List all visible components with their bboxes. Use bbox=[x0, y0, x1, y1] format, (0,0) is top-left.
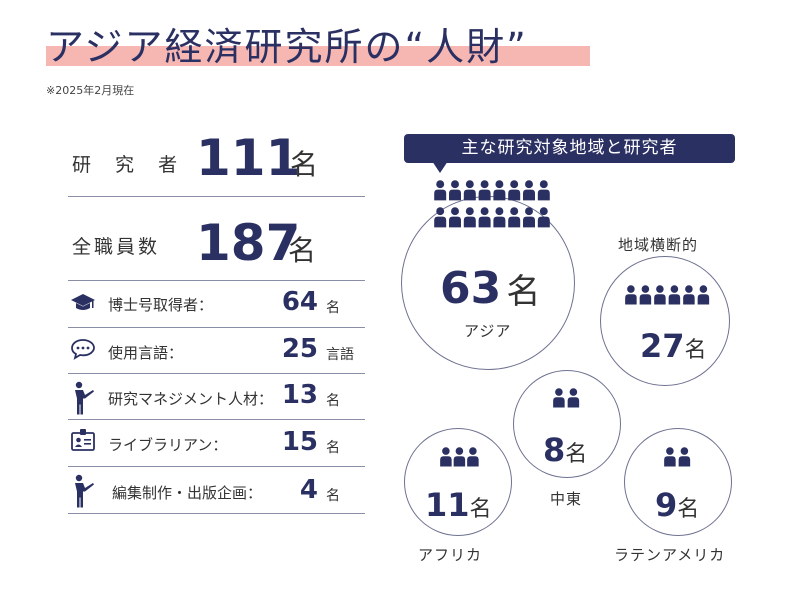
asia-figure: 63 名 bbox=[440, 264, 540, 313]
person-icon bbox=[654, 285, 666, 305]
person-icon bbox=[467, 447, 479, 467]
person-icon bbox=[453, 447, 466, 467]
librarian-count: 15 bbox=[281, 427, 318, 457]
person-icon bbox=[668, 285, 681, 305]
person-icon bbox=[567, 388, 580, 408]
person-icon bbox=[449, 207, 461, 228]
phd-count: 64 bbox=[281, 287, 318, 317]
middle-east-unit: 名 bbox=[565, 442, 588, 467]
person-icon bbox=[463, 207, 476, 228]
presenter-icon bbox=[72, 381, 96, 415]
middle-east-count: 8 bbox=[543, 431, 566, 469]
languages-label: 使用言語： bbox=[108, 344, 184, 362]
divider bbox=[68, 419, 365, 420]
person-icon bbox=[493, 207, 506, 228]
latin-america-circle bbox=[624, 428, 732, 536]
graduation-cap-icon bbox=[70, 292, 96, 312]
researchers-unit: 名 bbox=[290, 148, 319, 181]
person-icon bbox=[449, 180, 461, 201]
middle-east-figure: 8名 bbox=[543, 434, 587, 468]
divider bbox=[68, 327, 365, 328]
cross-circle bbox=[600, 256, 730, 386]
editorial-unit: 名 bbox=[326, 488, 340, 504]
latin-america-label: ラテンアメリカ bbox=[614, 546, 726, 564]
asia-count: 63 bbox=[440, 263, 502, 314]
management-count: 13 bbox=[281, 380, 318, 410]
people-icons-latin-america bbox=[663, 447, 695, 477]
date-note: ※2025年2月現在 bbox=[46, 84, 135, 97]
asia-label: アジア bbox=[464, 322, 512, 340]
africa-label: アフリカ bbox=[418, 546, 483, 564]
languages-unit: 言語 bbox=[326, 347, 354, 363]
employees-count: 187 bbox=[196, 214, 301, 272]
latin-america-count: 9 bbox=[655, 486, 678, 524]
person-icon bbox=[664, 447, 676, 467]
employees-unit: 名 bbox=[288, 234, 317, 267]
person-icon bbox=[523, 207, 535, 228]
banner-pointer bbox=[432, 161, 448, 173]
middle-east-circle bbox=[513, 370, 621, 478]
cross-label: 地域横断的 bbox=[618, 236, 699, 254]
divider bbox=[68, 513, 365, 514]
africa-count: 11 bbox=[425, 486, 470, 524]
person-icon bbox=[508, 207, 521, 228]
person-icon bbox=[553, 388, 565, 408]
person-icon bbox=[434, 207, 447, 228]
divider bbox=[68, 280, 365, 281]
editorial-label: 編集制作・出版企画： bbox=[112, 484, 263, 502]
africa-unit: 名 bbox=[469, 497, 492, 522]
people-icons-middle-east bbox=[552, 388, 584, 418]
asia-unit: 名 bbox=[506, 272, 541, 312]
speech-bubble-icon bbox=[70, 338, 96, 360]
cross-unit: 名 bbox=[684, 338, 707, 363]
regions-banner: 主な研究対象地域と研究者 bbox=[404, 134, 735, 163]
person-icon bbox=[697, 285, 710, 305]
people-icons-africa bbox=[439, 447, 487, 477]
researchers-label: 研 究 者 bbox=[72, 154, 187, 176]
person-icon bbox=[508, 180, 521, 201]
phd-unit: 名 bbox=[326, 300, 340, 316]
librarian-unit: 名 bbox=[326, 440, 340, 456]
people-icons-asia bbox=[433, 180, 553, 240]
person-icon bbox=[523, 180, 535, 201]
employees-label: 全職員数 bbox=[72, 236, 161, 258]
management-unit: 名 bbox=[326, 393, 340, 409]
divider bbox=[68, 373, 365, 374]
librarian-label: ライブラリアン： bbox=[108, 436, 228, 454]
title-highlight bbox=[46, 46, 590, 66]
latin-america-figure: 9名 bbox=[655, 489, 699, 523]
person-icon bbox=[463, 180, 476, 201]
person-icon bbox=[434, 180, 447, 201]
person-icon bbox=[625, 285, 637, 305]
middle-east-label: 中東 bbox=[550, 490, 583, 508]
cross-figure: 27名 bbox=[640, 330, 707, 364]
person-icon bbox=[537, 207, 550, 228]
cross-count: 27 bbox=[640, 327, 685, 365]
divider bbox=[68, 196, 365, 197]
people-icons-cross bbox=[624, 285, 714, 315]
latin-america-unit: 名 bbox=[677, 497, 700, 522]
person-icon bbox=[683, 285, 695, 305]
languages-count: 25 bbox=[281, 334, 318, 364]
editorial-count: 4 bbox=[299, 475, 318, 505]
page-title: アジア経済研究所の“人財” bbox=[46, 25, 528, 69]
phd-label: 博士号取得者： bbox=[108, 296, 214, 314]
researchers-count: 111 bbox=[196, 129, 301, 187]
divider bbox=[68, 466, 365, 467]
id-card-icon bbox=[70, 428, 96, 452]
person-icon bbox=[639, 285, 652, 305]
person-icon bbox=[537, 180, 550, 201]
person-icon bbox=[678, 447, 691, 467]
africa-figure: 11名 bbox=[425, 489, 492, 523]
person-icon bbox=[478, 180, 491, 201]
person-icon bbox=[478, 207, 491, 228]
presenter-icon bbox=[72, 474, 96, 508]
africa-circle bbox=[404, 428, 512, 536]
person-icon bbox=[440, 447, 452, 467]
person-icon bbox=[493, 180, 506, 201]
management-label: 研究マネジメント人材： bbox=[108, 390, 274, 408]
